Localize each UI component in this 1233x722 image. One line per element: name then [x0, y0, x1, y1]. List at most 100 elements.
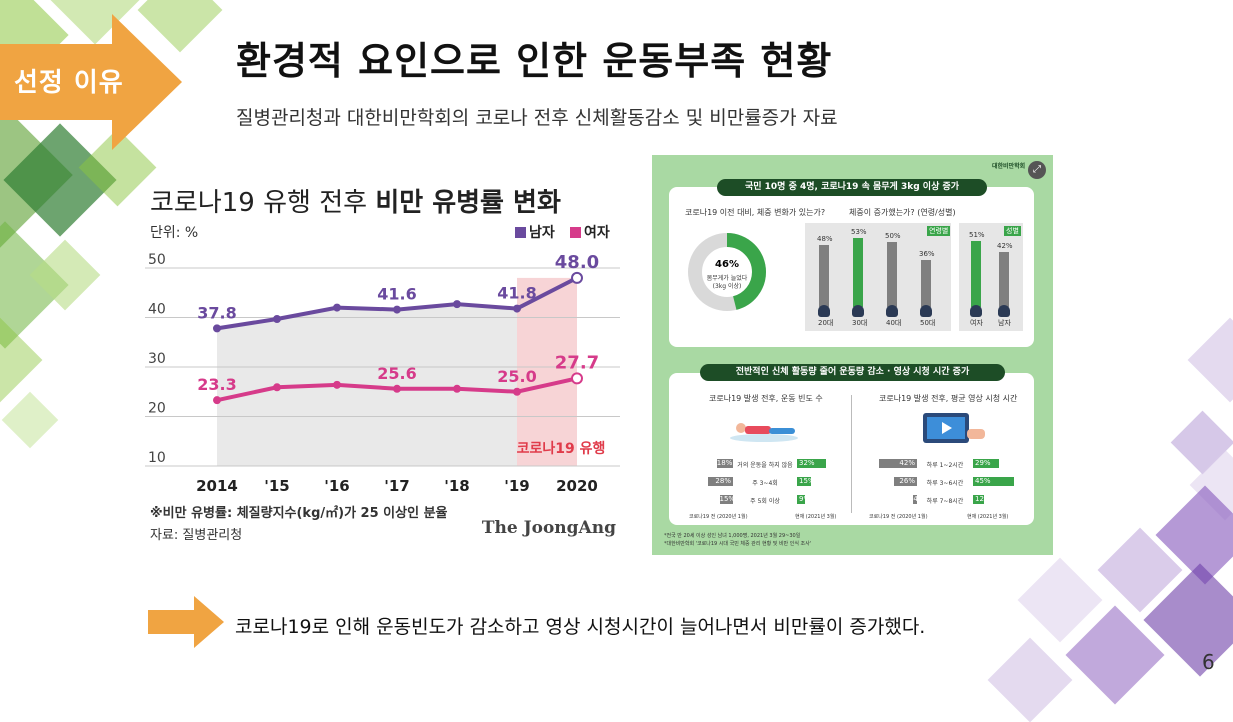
- row-label: 주 3~4회: [752, 480, 778, 487]
- bar-label: 남자: [998, 319, 1011, 327]
- conclusion-arrow-icon: [148, 596, 224, 648]
- exercise-person-icon: [730, 423, 798, 442]
- data-point: [393, 305, 401, 314]
- section-badge-label: 선정 이유: [14, 68, 124, 98]
- bar-value: 36%: [919, 250, 935, 259]
- data-point: [213, 396, 221, 405]
- data-point: [453, 300, 461, 309]
- donut-caption-2: (3kg 이상): [712, 283, 742, 290]
- bar-label: 40대: [886, 319, 902, 327]
- person-icon: [886, 305, 898, 317]
- bar-label: 여자: [970, 319, 983, 327]
- x-tick-label: '18: [444, 477, 469, 495]
- bar-value: 51%: [969, 230, 985, 239]
- banner-activity: 전반적인 신체 활동량 줄어 운동량 감소 · 영상 시청 시간 증가: [700, 364, 1005, 381]
- bar-여자: [971, 240, 981, 307]
- brand-logo: The JoongAng: [481, 518, 616, 538]
- y-tick-label: 20: [148, 401, 166, 417]
- bar-value: 53%: [851, 228, 867, 237]
- after-label-2: 현재 (2021년 3월): [967, 514, 1009, 520]
- y-tick-label: 40: [148, 302, 166, 318]
- before-bar: 4%: [913, 495, 925, 504]
- obesity-chart: 코로나19 유행 전후 비만 유병률 변화 단위: % 남자 여자 50 40 30…: [145, 180, 620, 545]
- before-bar: 42%: [879, 459, 917, 468]
- bar-40대: [887, 242, 897, 307]
- footnote-2: *대한비만학회 '코로나19 시대 국민 체중 관리 현황 및 비만 인식 조사…: [664, 541, 812, 547]
- bar-50대: [921, 260, 931, 307]
- covid-label: 코로나19 유행: [517, 441, 606, 457]
- card-weight-change: 코로나19 이전 대비, 체중 변화가 있는가? 46% 몸무게가 늘었다 (3…: [669, 187, 1034, 347]
- after-bar: 45%: [973, 477, 1014, 486]
- donut-chart: [688, 233, 766, 311]
- data-label: 41.8: [497, 284, 536, 303]
- before-bar: 28%: [707, 477, 733, 486]
- chart-unit-label: 단위: %: [150, 225, 199, 241]
- line-chart-svg: 50 40 30 20 10 2014 '15 '16 '17 '18 '19 2020 37.8 41.…: [145, 252, 620, 495]
- donut-caption-1: 몸무게가 늘었다: [706, 275, 748, 282]
- question-video: 코로나19 발생 전후, 평균 영상 시청 시간: [879, 394, 1018, 403]
- data-label: 25.6: [377, 364, 416, 383]
- data-point: [273, 383, 281, 392]
- bar-label: 50대: [920, 319, 936, 327]
- bar-남자: [999, 252, 1009, 307]
- person-icon: [998, 305, 1010, 317]
- before-label-2: 코로나19 전 (2020년 1월): [869, 514, 928, 520]
- covid-highlight-band: [517, 277, 577, 466]
- x-tick-label: '19: [504, 477, 529, 495]
- bar-label: 30대: [852, 319, 868, 327]
- row-label: 하루 7~8시간: [926, 498, 964, 505]
- data-label: 48.0: [555, 252, 599, 273]
- expand-icon[interactable]: ⤢: [1028, 161, 1046, 179]
- data-point: [513, 387, 521, 396]
- data-point: [571, 372, 583, 385]
- before-bar: 18%: [716, 459, 733, 468]
- after-bar: 32%: [797, 459, 826, 468]
- shaded-area: [217, 277, 577, 466]
- row-label: 거의 운동을 하지 않음: [737, 462, 793, 469]
- after-bar: 9%: [797, 495, 811, 504]
- sex-tag: 성별: [1004, 226, 1021, 236]
- data-label: 37.8: [197, 303, 236, 322]
- x-tick-label: '16: [324, 477, 349, 495]
- after-bar: 15%: [797, 477, 815, 486]
- data-point: [393, 384, 401, 393]
- age-tag: 연령별: [927, 226, 951, 236]
- chart-note: ※비만 유병률: 체질량지수(kg/㎡)가 25 이상인 분율: [150, 506, 448, 521]
- person-icon: [970, 305, 982, 317]
- infographic: 대한비만학회 ⤢ 코로나19 이전 대비, 체중 변화가 있는가? 46% 몸무…: [652, 155, 1053, 555]
- data-label: 27.7: [555, 352, 599, 373]
- page-title: 환경적 요인으로 인한 운동부족 현황: [236, 39, 833, 83]
- card-activity: 코로나19 발생 전후, 운동 빈도 수 코로나19 발생 전후, 평균 영상 …: [669, 373, 1034, 525]
- after-label-1: 현재 (2021년 3월): [795, 514, 837, 520]
- after-bar: 12%: [973, 495, 991, 504]
- sex-panel: [959, 223, 1023, 331]
- donut-percent: 46%: [715, 259, 739, 270]
- person-icon: [920, 305, 932, 317]
- chart-title: 코로나19 유행 전후 비만 유병률 변화: [150, 188, 561, 218]
- data-point: [513, 304, 521, 313]
- before-bar: 26%: [893, 477, 917, 486]
- legend-male: 남자: [515, 222, 555, 242]
- page-subtitle: 질병관리청과 대한비만학회의 코로나 전후 신체활동감소 및 비만률증가 자료: [236, 107, 838, 129]
- x-tick-label: 2014: [196, 477, 238, 495]
- y-tick-label: 30: [148, 351, 166, 367]
- data-label: 41.6: [377, 285, 416, 304]
- before-bar: 15%: [719, 495, 736, 504]
- page-number: 6: [1202, 650, 1215, 674]
- bar-value: 42%: [997, 242, 1013, 251]
- chart-source: 자료: 질병관리청: [150, 528, 243, 543]
- x-tick-label: '17: [384, 477, 409, 495]
- bar-20대: [819, 244, 829, 307]
- question-exercise: 코로나19 발생 전후, 운동 빈도 수: [709, 394, 823, 403]
- question-weight-increase: 체중이 증가했는가? (연령/성별): [849, 208, 956, 217]
- person-icon: [818, 305, 830, 317]
- data-point: [213, 324, 221, 333]
- bar-value: 48%: [817, 234, 833, 243]
- person-icon: [852, 305, 864, 317]
- question-weight-change: 코로나19 이전 대비, 체중 변화가 있는가?: [685, 208, 826, 217]
- data-point: [273, 314, 281, 323]
- bar-30대: [853, 238, 863, 307]
- y-tick-label: 50: [148, 252, 166, 268]
- before-label-1: 코로나19 전 (2020년 1월): [689, 514, 748, 520]
- bar-value: 50%: [885, 232, 901, 240]
